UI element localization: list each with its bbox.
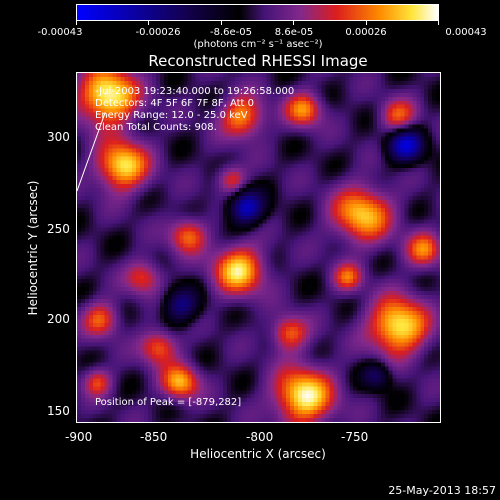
colorbar-label: 0.00026 — [345, 27, 387, 38]
x-tick-label: -800 — [246, 430, 274, 444]
x-tick-label: -750 — [341, 430, 369, 444]
colorbar-tick — [366, 20, 367, 25]
colorbar-gradient — [77, 5, 438, 20]
heatmap-canvas — [77, 73, 440, 422]
colorbar-label: 0.00043 — [445, 27, 487, 38]
plot-title: Reconstructed RHESSI Image — [148, 52, 368, 70]
colorbar-tick — [293, 20, 294, 25]
info-energy-range: Energy Range: 12.0 - 25.0 keV — [95, 110, 248, 121]
limb-line — [77, 112, 106, 192]
colorbar-tick — [76, 20, 77, 25]
colorbar-unit-label: (photons cm⁻² s⁻¹ asec⁻²) — [193, 39, 323, 50]
colorbar-label: -0.00043 — [37, 27, 83, 38]
colorbar-label: -0.00026 — [135, 27, 181, 38]
peak-position-label: Position of Peak = [-879,282] — [95, 397, 242, 408]
image-map: -Jul-2003 19:23:40.000 to 19:26:58.000 D… — [76, 72, 441, 423]
colorbar-tick — [148, 20, 149, 25]
x-tick-label: -900 — [65, 430, 93, 444]
y-axis-title: Heliocentric Y (arcsec) — [26, 180, 40, 316]
x-axis-title: Heliocentric X (arcsec) — [190, 447, 326, 461]
colorbar-ticks — [76, 20, 439, 26]
info-detectors: Detectors: 4F 5F 6F 7F 8F, Att 0 — [95, 98, 255, 109]
colorbar-label: -8.6e-05 — [210, 27, 252, 38]
info-time-range: -Jul-2003 19:23:40.000 to 19:26:58.000 — [95, 86, 295, 97]
y-tick-label: 250 — [47, 222, 70, 236]
y-tick-label: 200 — [47, 312, 70, 326]
x-tick-label: -850 — [140, 430, 168, 444]
colorbar-tick — [221, 20, 222, 25]
info-counts: Clean Total Counts: 908. — [95, 122, 217, 133]
y-tick-label: 150 — [47, 404, 70, 418]
colorbar-tick — [438, 20, 439, 25]
timestamp: 25-May-2013 18:57 — [388, 484, 496, 497]
colorbar — [76, 4, 439, 21]
y-tick-label: 300 — [47, 130, 70, 144]
colorbar-label: 8.6e-05 — [274, 27, 314, 38]
